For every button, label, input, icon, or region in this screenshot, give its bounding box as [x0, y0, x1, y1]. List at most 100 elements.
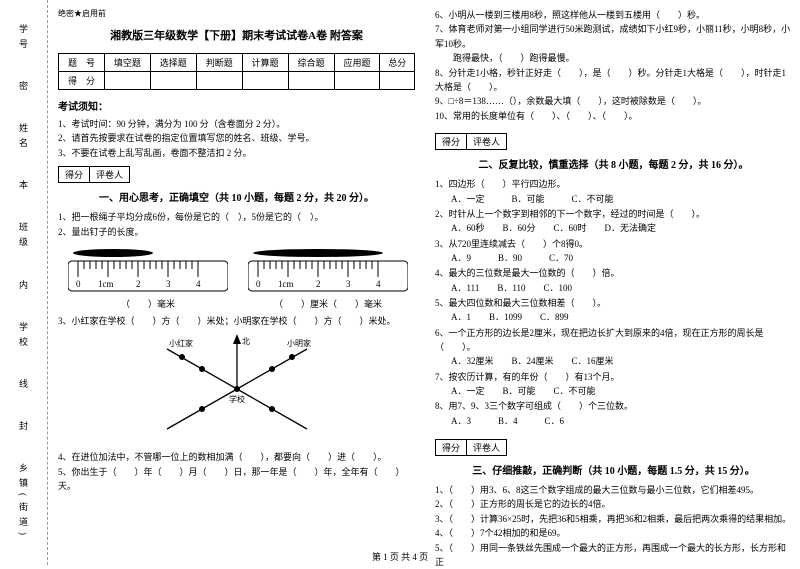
exam-title: 湘教版三年级数学【下册】期末考试试卷A卷 附答案 [58, 27, 415, 43]
svg-text:1cm: 1cm [98, 279, 114, 289]
svg-text:学校: 学校 [229, 394, 245, 404]
th: 计算题 [242, 54, 288, 72]
side-field-xuehao: 学号 [17, 24, 30, 54]
section-1-title: 一、用心思考，正确填空（共 10 小题，每题 2 分，共 20 分）。 [58, 189, 415, 204]
question-4: 4、在进位加法中，不管哪一位上的数相加满（ ），都要向（ ）进（ ）。 [58, 450, 415, 464]
side-field-banji: 班级 [17, 222, 30, 252]
svg-text:0: 0 [76, 279, 81, 289]
rule-item: 3、不要在试卷上乱写乱画，卷面不整洁扣 2 分。 [58, 146, 415, 160]
q-list-2: 3、小红家在学校（ ）方（ ）米处；小明家在学校（ ）方（ ）米处。 [58, 314, 415, 328]
th: 应用题 [334, 54, 380, 72]
side-mark: 内 [17, 280, 30, 295]
ruler-b-wrap: 0 1cm 2 3 4 （ ）厘米（ ）毫米 [248, 243, 408, 310]
tf-1: 1、（ ）用3、6、8这三个数字组成的最大三位数与最小三位数，它们相差495。 [435, 483, 792, 497]
tf-4: 4、（ ）7个42相加的和是69。 [435, 526, 792, 540]
mcq-2-opts: A．60秒 B．60分 C．60时 D．无法确定 [451, 221, 792, 236]
table-row: 题 号 填空题 选择题 判断题 计算题 综合题 应用题 总分 [59, 54, 415, 72]
side-mark: 线 [17, 379, 30, 394]
side-mark: 封 [17, 421, 30, 436]
rules-heading: 考试须知： [58, 98, 415, 113]
svg-text:小红家: 小红家 [169, 338, 193, 348]
secret-tag: 绝密★启用前 [58, 8, 415, 19]
ruler-b-label: （ ）厘米（ ）毫米 [248, 297, 408, 310]
score-box: 得分 评卷人 [435, 133, 507, 150]
mcq-6: 6、一个正方形的边长是2厘米，现在把边长扩大到原来的4倍，现在正方形的周长是（ … [435, 326, 792, 355]
ruler-figures: 0 1cm 2 3 4 （ ）毫米 [68, 243, 415, 310]
svg-text:1cm: 1cm [278, 279, 294, 289]
ruler-b: 0 1cm 2 3 4 [248, 247, 408, 293]
compass-figure: 北 学校 小红家 小明家 [137, 334, 337, 444]
question-10: 10、常用的长度单位有（ ）、（ ）、（ ）。 [435, 109, 792, 123]
th: 总分 [380, 54, 415, 72]
tf-2: 2、（ ）正方形的周长是它的边长的4倍。 [435, 497, 792, 511]
question-8: 8、分针走1小格，秒针正好走（ ），是（ ）秒。分针走1大格是（ ），时针走1大… [435, 66, 792, 95]
left-column: 绝密★启用前 湘教版三年级数学【下册】期末考试试卷A卷 附答案 题 号 填空题 … [58, 8, 415, 547]
score-box: 得分 评卷人 [435, 439, 507, 456]
side-mark: 密 [17, 81, 30, 96]
question-7a: 7、体育老师对第一小组同学进行50米跑测试，成绩如下小红9秒，小丽11秒，小明8… [435, 22, 792, 51]
score-label: 得分 [436, 134, 467, 149]
mcq-7-opts: A．一定 B．可能 C．不可能 [451, 384, 792, 399]
q-list-3: 4、在进位加法中，不管哪一位上的数相加满（ ），都要向（ ）进（ ）。 5、你出… [58, 450, 415, 493]
rule-item: 2、请首先按要求在试卷的指定位置填写您的姓名、班级、学号。 [58, 131, 415, 145]
grader-label: 评卷人 [467, 440, 506, 455]
binding-sidebar: 学号 密 姓名 本 班级 内 学校 线 封 乡镇(街道) [0, 0, 48, 565]
svg-text:3: 3 [166, 279, 171, 289]
page-footer: 第 1 页 共 4 页 [0, 550, 800, 563]
mcq-5-opts: A．1 B．1099 C．899 [451, 310, 792, 325]
tf-3: 3、（ ）计算36×25时，先把36和5相乘，再把36和2相乘，最后把两次乘得的… [435, 512, 792, 526]
svg-text:4: 4 [376, 279, 381, 289]
side-field-xingming: 姓名 [17, 123, 30, 153]
mcq-4-opts: A．111 B．110 C．100 [451, 281, 792, 296]
th: 综合题 [288, 54, 334, 72]
question-1: 1、把一根绳子平均分成6份，每份是它的（ ），5份是它的（ ）。 [58, 210, 415, 224]
rules-list: 1、考试时间：90 分钟，满分为 100 分（含卷面分 2 分）。 2、请首先按… [58, 117, 415, 160]
question-6: 6、小明从一楼到三楼用8秒，照这样他从一楼到五楼用（ ）秒。 [435, 8, 792, 22]
svg-text:2: 2 [136, 279, 141, 289]
svg-text:0: 0 [256, 279, 261, 289]
grader-label: 评卷人 [467, 134, 506, 149]
side-field-xiangzhen: 乡镇(街道) [17, 463, 30, 541]
mcq-7: 7、按农历计算，有的年份（ ）有13个月。 [435, 370, 792, 384]
section-3-title: 三、仔细推敲，正确判断（共 10 小题，每题 1.5 分，共 15 分）。 [435, 462, 792, 477]
question-3: 3、小红家在学校（ ）方（ ）米处；小明家在学校（ ）方（ ）米处。 [58, 314, 415, 328]
td: 得 分 [59, 72, 105, 90]
mcq-1: 1、四边形（ ）平行四边形。 [435, 177, 792, 191]
svg-text:4: 4 [196, 279, 201, 289]
q-list-right-top: 6、小明从一楼到三楼用8秒，照这样他从一楼到五楼用（ ）秒。 7、体育老师对第一… [435, 8, 792, 123]
svg-text:北: 北 [242, 337, 250, 346]
mcq-2: 2、时针从上一个数字到相邻的下一个数字，经过的时间是（ ）。 [435, 207, 792, 221]
mcq-3: 3、从720里连续减去（ ）个8得0。 [435, 237, 792, 251]
section-1-head: 得分 评卷人 [58, 166, 415, 183]
table-row: 得 分 [59, 72, 415, 90]
score-table: 题 号 填空题 选择题 判断题 计算题 综合题 应用题 总分 得 分 [58, 53, 415, 90]
mcq-3-opts: A．9 B．90 C．70 [451, 251, 792, 266]
ruler-a-wrap: 0 1cm 2 3 4 （ ）毫米 [68, 243, 228, 310]
ruler-a-label: （ ）毫米 [68, 297, 228, 310]
th: 判断题 [196, 54, 242, 72]
th: 选择题 [150, 54, 196, 72]
section-3-head: 得分 评卷人 [435, 439, 792, 456]
mcq-4: 4、最大的三位数是最大一位数的（ ）倍。 [435, 266, 792, 280]
mcq-1-opts: A．一定 B．可能 C．不可能 [451, 192, 792, 207]
q-list-1: 1、把一根绳子平均分成6份，每份是它的（ ），5份是它的（ ）。 2、量出钉子的… [58, 210, 415, 239]
ruler-a: 0 1cm 2 3 4 [68, 247, 228, 293]
question-5: 5、你出生于（ ）年（ ）月（ ）日，那一年是（ ）年，全年有（ ）天。 [58, 465, 415, 494]
side-field-xuexiao: 学校 [17, 322, 30, 352]
score-box: 得分 评卷人 [58, 166, 130, 183]
svg-text:小明家: 小明家 [287, 338, 311, 348]
right-column: 6、小明从一楼到三楼用8秒，照这样他从一楼到五楼用（ ）秒。 7、体育老师对第一… [435, 8, 792, 547]
th: 填空题 [104, 54, 150, 72]
rule-item: 1、考试时间：90 分钟，满分为 100 分（含卷面分 2 分）。 [58, 117, 415, 131]
mcq-list: 1、四边形（ ）平行四边形。 A．一定 B．可能 C．不可能 2、时针从上一个数… [435, 177, 792, 429]
score-label: 得分 [59, 167, 90, 182]
question-2: 2、量出钉子的长度。 [58, 225, 415, 239]
mcq-8: 8、用7、9、3三个数字可组成（ ）个三位数。 [435, 399, 792, 413]
mcq-8-opts: A．3 B．4 C．6 [451, 414, 792, 429]
section-2-head: 得分 评卷人 [435, 133, 792, 150]
question-9: 9、□÷8＝138……（），余数最大填（ ），这时被除数是（ ）。 [435, 94, 792, 108]
svg-text:2: 2 [316, 279, 321, 289]
score-label: 得分 [436, 440, 467, 455]
th: 题 号 [59, 54, 105, 72]
side-mark: 本 [17, 180, 30, 195]
